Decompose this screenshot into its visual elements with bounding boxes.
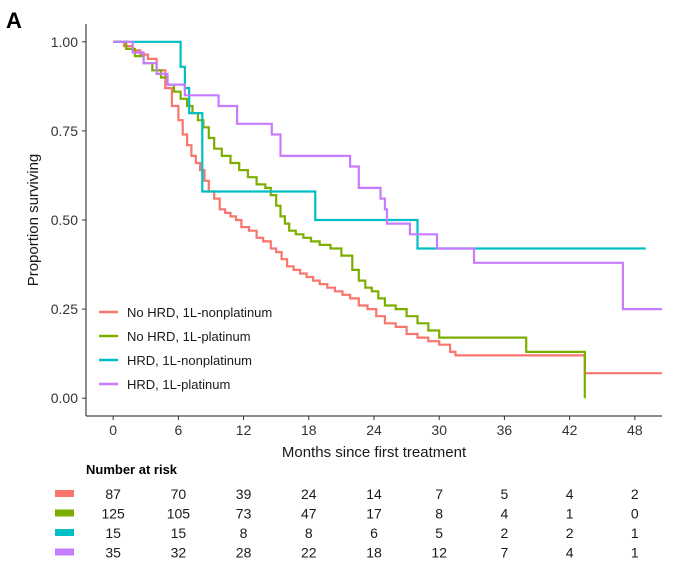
y-tick-label: 0.25	[51, 301, 78, 317]
risk-value: 1	[631, 545, 639, 561]
risk-value: 4	[566, 545, 574, 561]
x-tick-label: 6	[174, 422, 182, 438]
risk-value: 105	[167, 506, 191, 522]
risk-value: 24	[301, 486, 317, 502]
legend-label: HRD, 1L-platinum	[127, 377, 230, 392]
risk-value: 35	[105, 545, 121, 561]
x-tick-label: 42	[562, 422, 578, 438]
risk-value: 7	[501, 545, 509, 561]
risk-value: 8	[240, 525, 248, 541]
risk-value: 4	[566, 486, 574, 502]
y-tick-label: 1.00	[51, 34, 78, 50]
legend-label: HRD, 1L-nonplatinum	[127, 353, 252, 368]
y-tick-label: 0.50	[51, 212, 78, 228]
risk-value: 17	[366, 506, 382, 522]
risk-row-swatch	[55, 529, 74, 536]
legend-label: No HRD, 1L-platinum	[127, 329, 251, 344]
risk-value: 2	[566, 525, 574, 541]
risk-row-swatch	[55, 548, 74, 556]
risk-value: 47	[301, 506, 317, 522]
risk-value: 0	[631, 506, 639, 522]
risk-value: 5	[501, 486, 509, 502]
risk-value: 39	[236, 486, 252, 502]
risk-value: 28	[236, 545, 252, 561]
x-tick-label: 30	[431, 422, 447, 438]
risk-value: 125	[101, 506, 125, 522]
legend-label: No HRD, 1L-nonplatinum	[127, 305, 272, 320]
x-tick-label: 0	[109, 422, 117, 438]
risk-row-swatch	[55, 490, 74, 497]
km-curve-1	[113, 40, 662, 375]
risk-value: 32	[171, 545, 187, 561]
risk-value: 73	[236, 506, 252, 522]
risk-value: 5	[435, 525, 443, 541]
risk-value: 1	[566, 506, 574, 522]
risk-value: 14	[366, 486, 382, 502]
y-axis-title: Proportion surviving	[25, 154, 42, 287]
x-tick-label: 12	[236, 422, 252, 438]
risk-value: 6	[370, 525, 378, 541]
risk-value: 15	[105, 525, 121, 541]
km-curve-4	[113, 40, 662, 311]
risk-value: 70	[171, 486, 187, 502]
risk-value: 2	[501, 525, 509, 541]
risk-value: 4	[501, 506, 509, 522]
y-tick-label: 0.00	[51, 390, 78, 406]
panel-label: A	[6, 8, 22, 33]
axes: 0.00 0.25 0.50 0.75 1.00 0 6 12 18 24 30 36 42 48	[51, 24, 662, 438]
x-tick-label: 36	[497, 422, 513, 438]
x-tick-label: 48	[627, 422, 643, 438]
x-axis-title: Months since first treatment	[282, 444, 467, 461]
x-tick-label: 18	[301, 422, 317, 438]
risk-value: 1	[631, 525, 639, 541]
risk-value: 7	[435, 486, 443, 502]
survival-curves	[113, 40, 662, 399]
risk-value: 12	[431, 545, 447, 561]
risk-value: 8	[435, 506, 443, 522]
y-tick-label: 0.75	[51, 123, 78, 139]
risk-table-title: Number at risk	[86, 462, 178, 477]
risk-value: 22	[301, 545, 317, 561]
legend: No HRD, 1L-nonplatinum No HRD, 1L-platinu…	[99, 305, 272, 392]
risk-value: 2	[631, 486, 639, 502]
risk-value: 15	[171, 525, 187, 541]
risk-row-swatch	[55, 509, 74, 517]
km-curve-2	[113, 40, 586, 399]
risk-value: 87	[105, 486, 121, 502]
risk-value: 8	[305, 525, 313, 541]
x-tick-label: 24	[366, 422, 382, 438]
km-curve-3	[113, 40, 646, 250]
risk-value: 18	[366, 545, 382, 561]
